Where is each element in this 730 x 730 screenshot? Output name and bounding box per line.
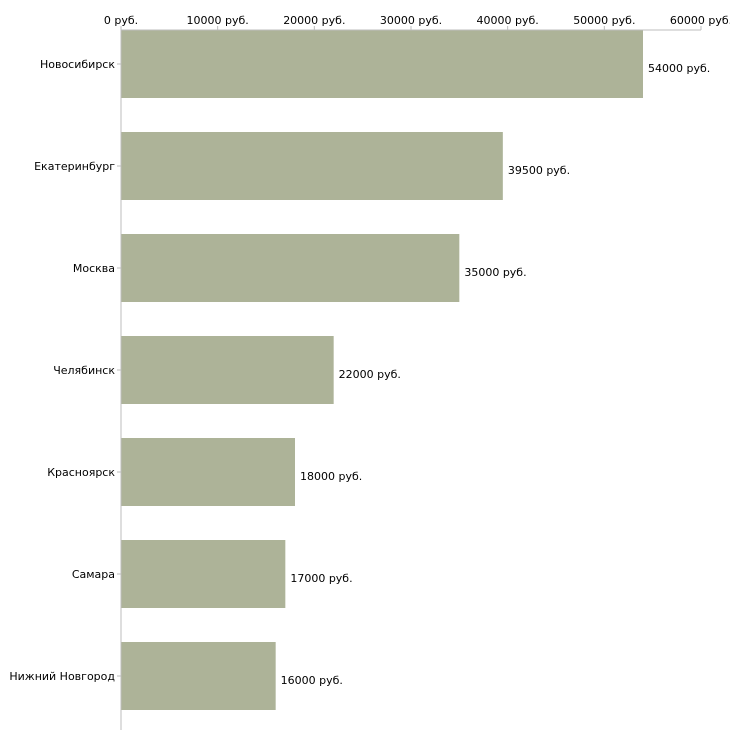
bar [121, 642, 276, 710]
bars-group [121, 30, 643, 710]
value-label: 18000 руб. [300, 470, 362, 483]
x-tick-label: 20000 руб. [283, 14, 345, 27]
value-label: 22000 руб. [339, 368, 401, 381]
x-tick-label: 0 руб. [104, 14, 138, 27]
bar [121, 234, 460, 302]
x-tick-label: 10000 руб. [187, 14, 249, 27]
value-label: 54000 руб. [648, 62, 710, 75]
x-tick-label: 50000 руб. [573, 14, 635, 27]
x-tick-label: 40000 руб. [477, 14, 539, 27]
value-labels-group: 54000 руб. 39500 руб. 35000 руб. 22000 руб.… [281, 62, 711, 687]
bar [121, 540, 286, 608]
value-label: 17000 руб. [290, 572, 352, 585]
y-axis-ticks: Новосибирск Екатеринбург Москва Челябинск Кр… [9, 58, 121, 683]
category-label: Челябинск [53, 364, 115, 377]
category-label: Нижний Новгород [9, 670, 115, 683]
category-label: Самара [72, 568, 115, 581]
x-tick-label: 60000 руб. [670, 14, 730, 27]
category-label: Красноярск [47, 466, 115, 479]
bar [121, 132, 503, 200]
bar [121, 438, 295, 506]
value-label: 35000 руб. [464, 266, 526, 279]
x-axis-ticks: 0 руб. 10000 руб. 20000 руб. 30000 руб. 4000… [104, 14, 730, 30]
x-tick-label: 30000 руб. [380, 14, 442, 27]
bar [121, 336, 334, 404]
category-label: Новосибирск [40, 58, 115, 71]
axes-group [120, 29, 701, 730]
bar [121, 30, 643, 98]
value-label: 16000 руб. [281, 674, 343, 687]
category-label: Екатеринбург [34, 160, 115, 173]
value-label: 39500 руб. [508, 164, 570, 177]
category-label: Москва [73, 262, 115, 275]
